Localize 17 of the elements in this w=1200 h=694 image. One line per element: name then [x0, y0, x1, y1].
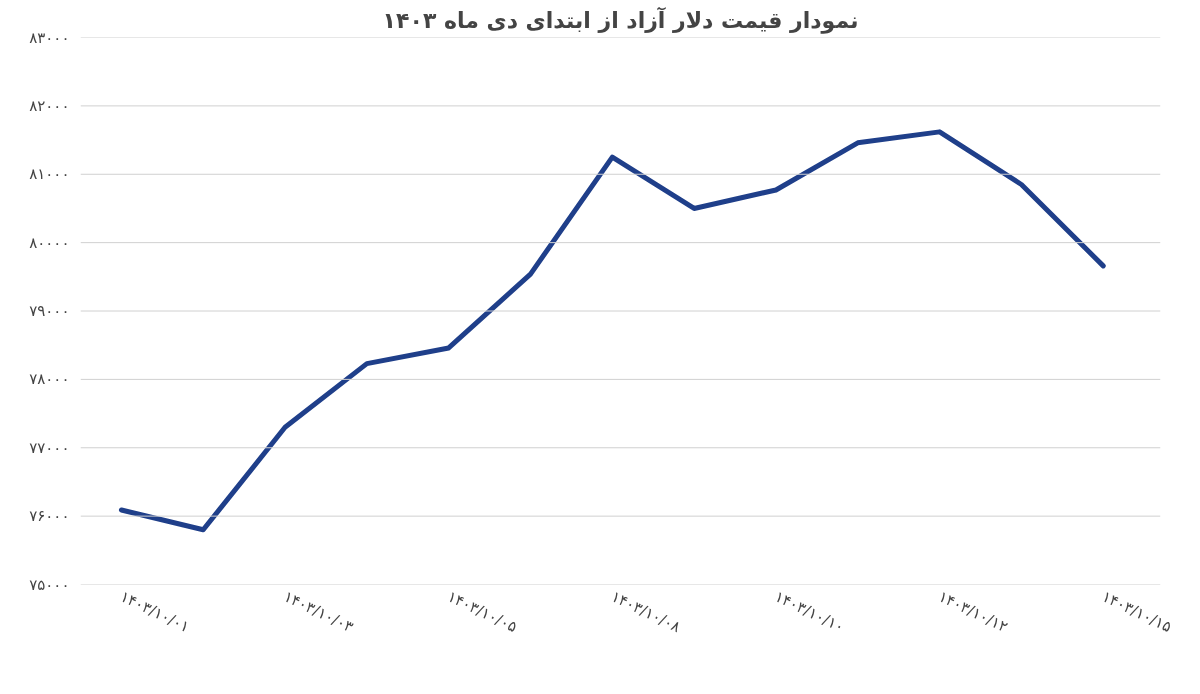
x-tick-label: ۱۴۰۳/۱۰/۰۸	[608, 587, 684, 637]
y-tick-label: ۷۵۰۰۰	[29, 575, 70, 594]
y-tick-label: ۷۸۰۰۰	[29, 370, 70, 389]
x-tick-label: ۱۴۰۳/۱۰/۱۲	[935, 587, 1011, 637]
x-tick-label: ۱۴۰۳/۱۰/۰۱	[117, 587, 193, 637]
y-tick-label: ۸۱۰۰۰	[29, 165, 70, 184]
y-tick-label: ۷۹۰۰۰	[29, 302, 70, 320]
y-tick-label: ۸۲۰۰۰	[29, 96, 70, 115]
y-tick-label: ۷۷۰۰۰	[29, 438, 70, 457]
chart-title: نمودار قیمت دلار آزاد از ابتدای دی ماه ۱۴۰۳	[382, 5, 859, 34]
x-tick-label: ۱۴۰۳/۱۰/۱۵	[1099, 587, 1175, 637]
x-tick-label: ۱۴۰۳/۱۰/۱۰	[772, 587, 848, 637]
y-tick-label: ۷۶۰۰۰	[29, 507, 70, 526]
x-tick-label: ۱۴۰۳/۱۰/۰۳	[281, 587, 357, 637]
y-tick-label: ۸۳۰۰۰	[29, 28, 70, 47]
y-tick-label: ۸۰۰۰۰	[29, 233, 70, 252]
x-tick-label: ۱۴۰۳/۱۰/۰۵	[444, 587, 520, 637]
